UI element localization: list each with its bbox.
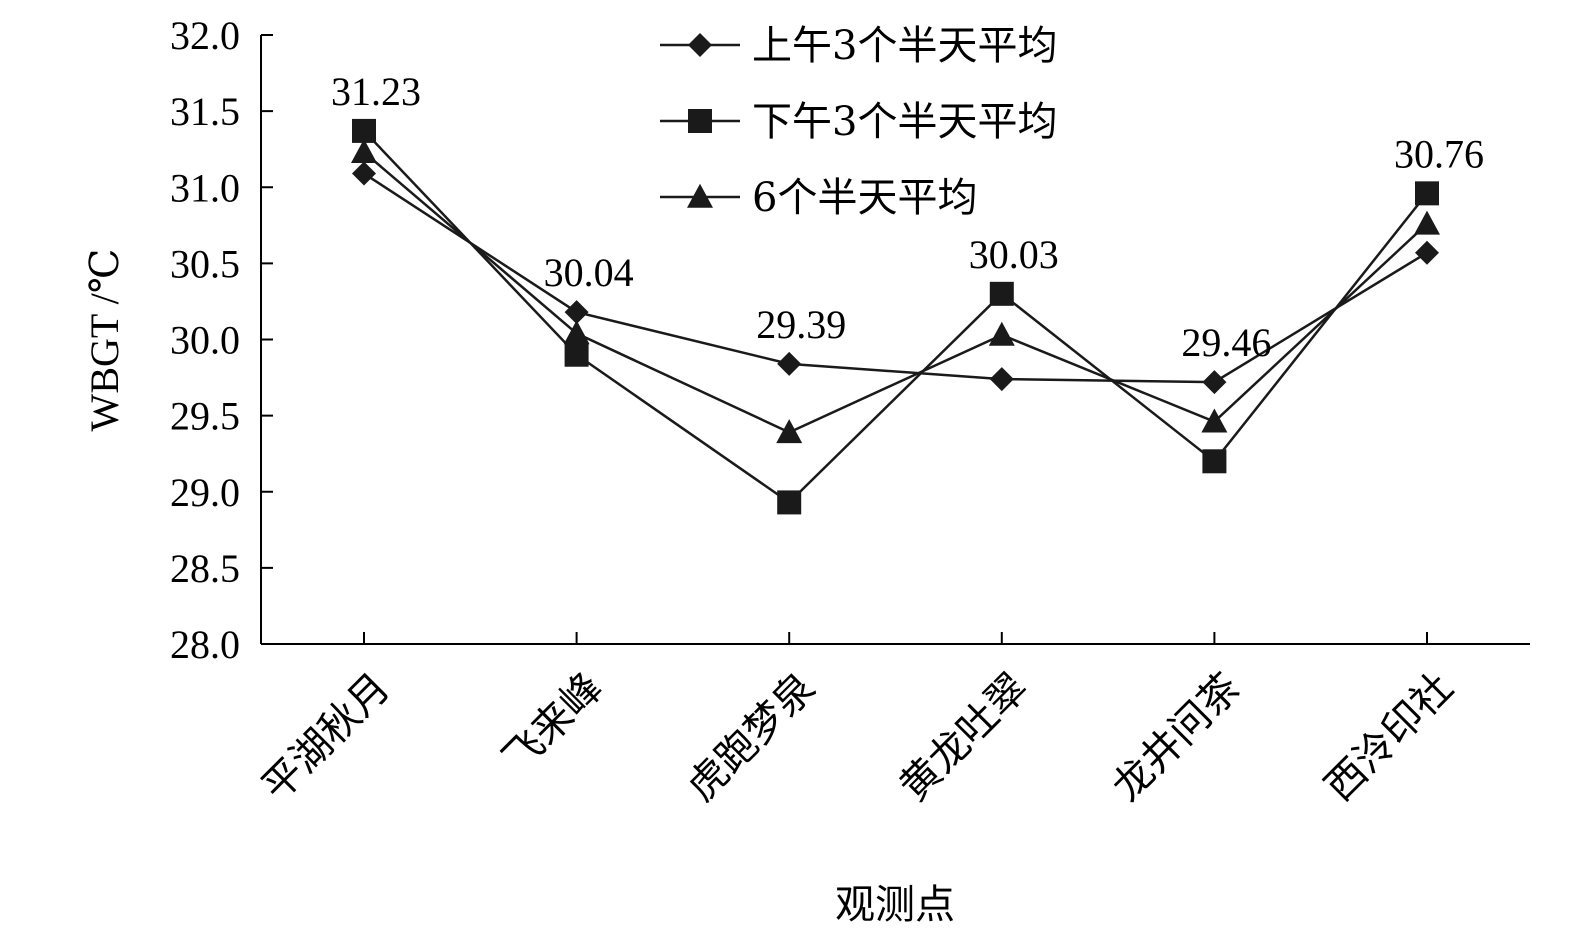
series-line-morning-avg	[363, 172, 1428, 384]
data-label: 30.03	[969, 232, 1059, 277]
data-label: 30.76	[1394, 131, 1484, 176]
x-tick-label: 飞来峰	[494, 665, 611, 782]
y-tick-label: 31.0	[170, 165, 240, 210]
legend-label: 上午3个半天平均	[752, 23, 1057, 69]
y-tick-label: 28.5	[170, 546, 240, 591]
data-label: 31.23	[331, 69, 421, 114]
y-tick-label: 28.0	[170, 622, 240, 667]
data-label: 29.46	[1181, 320, 1271, 365]
y-tick-label: 29.5	[170, 394, 240, 439]
data-point-morning-avg	[989, 367, 1014, 392]
x-axis-title: 观测点	[835, 882, 955, 927]
legend-label: 下午3个半天平均	[752, 99, 1057, 145]
legend-marker	[688, 109, 712, 133]
y-axis-title: WBGT /℃	[82, 249, 127, 432]
legend-item-morning-avg: 上午3个半天平均	[660, 23, 1057, 69]
x-tick-label: 平湖秋月	[253, 665, 399, 811]
data-point-afternoon-avg	[777, 490, 802, 515]
data-point-afternoon-avg	[989, 281, 1014, 306]
x-tick-label: 黄龙吐翠	[891, 665, 1037, 811]
data-label: 30.04	[544, 250, 634, 295]
x-tick-label: 龙井问茶	[1104, 665, 1250, 811]
data-point-morning-avg	[1415, 240, 1439, 265]
y-tick-label: 30.0	[170, 318, 240, 363]
data-point-afternoon-avg	[1415, 181, 1439, 206]
data-point-morning-avg	[352, 161, 376, 186]
data-point-six-halfday-avg	[1414, 210, 1440, 235]
data-point-six-halfday-avg	[988, 321, 1015, 346]
legend-marker	[687, 183, 713, 208]
y-tick-label: 30.5	[170, 241, 240, 286]
data-point-six-halfday-avg	[351, 139, 377, 164]
y-tick-label: 31.5	[170, 89, 240, 134]
data-point-afternoon-avg	[352, 118, 376, 143]
data-point-morning-avg	[777, 351, 802, 376]
legend-item-six-halfday-avg: 6个半天平均	[660, 175, 977, 221]
legend-label: 6个半天平均	[752, 175, 977, 221]
data-point-six-halfday-avg	[1201, 408, 1228, 433]
x-tick-label: 虎跑梦泉	[679, 665, 825, 811]
series-afternoon-avg	[352, 118, 1439, 515]
data-label: 29.39	[756, 302, 846, 347]
x-tick-label: 西泠印社	[1316, 665, 1462, 811]
y-tick-label: 29.0	[170, 470, 240, 515]
data-point-afternoon-avg	[564, 342, 589, 367]
series-six-halfday-avg	[351, 139, 1440, 444]
data-point-morning-avg	[564, 300, 589, 325]
data-point-morning-avg	[1202, 370, 1227, 395]
series-line-afternoon-avg	[363, 130, 1428, 505]
y-tick-label: 32.0	[170, 13, 240, 58]
series-line-six-halfday-avg	[363, 151, 1428, 434]
data-labels-layer: 31.23 30.04 29.39 30.03 29.46 30.76	[331, 69, 1484, 365]
legend-item-afternoon-avg: 下午3个半天平均	[660, 99, 1057, 145]
series-morning-avg	[352, 161, 1439, 395]
data-point-six-halfday-avg	[776, 419, 803, 444]
legend-marker	[688, 33, 712, 57]
data-point-afternoon-avg	[1202, 449, 1227, 474]
data-point-six-halfday-avg	[563, 320, 590, 345]
series-layer	[351, 118, 1440, 515]
